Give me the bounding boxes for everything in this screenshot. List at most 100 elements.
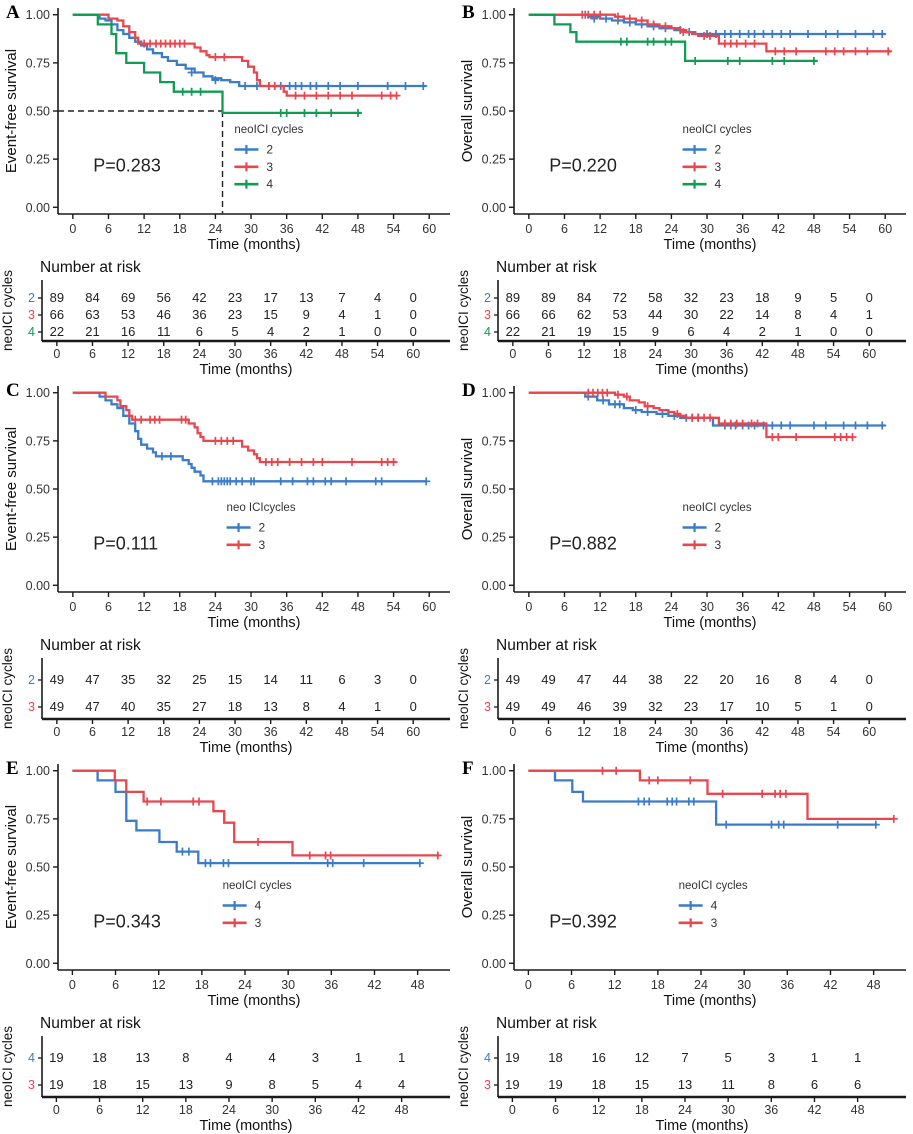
risk-count: 4 <box>723 324 730 339</box>
risk-count: 0 <box>866 672 873 687</box>
risk-count: 19 <box>577 324 591 339</box>
risk-count: 1 <box>866 307 873 322</box>
km-plot-c: 0.00 0.25 0.50 0.75 1.00 0 6 12 18 24 30 36 42 48 54 60… <box>3 386 450 630</box>
x-tick-label: 48 <box>411 978 425 992</box>
x-tick-label: 24 <box>208 600 222 614</box>
x-tick-label: 36 <box>280 222 294 236</box>
risk-x-tick-label: 18 <box>613 347 627 361</box>
risk-count: 0 <box>866 699 873 714</box>
x-tick-label: 60 <box>422 222 436 236</box>
x-tick-label: 42 <box>315 600 329 614</box>
legend-item-label: 2 <box>715 143 722 157</box>
x-tick-label: 60 <box>422 600 436 614</box>
x-tick-label: 48 <box>807 222 821 236</box>
risk-x-axis-title: Time (months) <box>656 740 749 756</box>
y-tick-label: 1.00 <box>482 764 506 778</box>
risk-count: 6 <box>811 1077 818 1092</box>
x-tick-label: 36 <box>736 600 750 614</box>
x-tick-label: 6 <box>561 222 568 236</box>
risk-count: 5 <box>231 324 238 339</box>
y-tick-label: 0.50 <box>482 483 506 497</box>
legend-item-label: 2 <box>266 143 273 157</box>
x-tick-label: 36 <box>780 978 794 992</box>
y-tick-label: 0.00 <box>482 957 506 971</box>
risk-count: 2 <box>303 324 310 339</box>
risk-row-label: 4 <box>484 325 491 339</box>
legend-title: neoICI cycles <box>683 124 752 136</box>
risk-count: 4 <box>225 1050 232 1065</box>
risk-x-tick-label: 30 <box>721 1103 735 1117</box>
risk-y-axis-title: neoICI cycles <box>0 1026 15 1107</box>
p-value-label: P=0.220 <box>549 156 617 176</box>
risk-count: 6 <box>854 1077 861 1092</box>
risk-x-tick-label: 60 <box>862 725 876 739</box>
legend: neo ICIcycles 2 3 <box>226 502 296 552</box>
legend-item-label: 2 <box>259 521 266 535</box>
risk-count: 17 <box>719 699 733 714</box>
risk-count: 0 <box>410 699 417 714</box>
risk-table-title: Number at risk <box>40 1015 141 1032</box>
risk-x-tick-label: 18 <box>157 725 171 739</box>
risk-count: 20 <box>719 672 733 687</box>
x-axis-title: Time (months) <box>208 615 301 630</box>
risk-count: 44 <box>648 307 662 322</box>
p-value-label: P=0.283 <box>93 156 161 176</box>
risk-count: 49 <box>541 699 555 714</box>
x-tick-label: 54 <box>843 222 857 236</box>
risk-x-tick-label: 60 <box>406 347 420 361</box>
risk-x-tick-label: 42 <box>299 725 313 739</box>
risk-count: 5 <box>725 1050 732 1065</box>
x-tick-label: 12 <box>593 222 607 236</box>
km-curve-group-3 <box>72 769 440 857</box>
risk-x-tick-label: 24 <box>678 1103 692 1117</box>
x-tick-label: 18 <box>195 978 209 992</box>
risk-table-title: Number at risk <box>496 259 597 276</box>
risk-count: 4 <box>338 699 345 714</box>
y-tick-label: 0.00 <box>482 201 506 215</box>
x-axis-title: Time (months) <box>208 993 301 1008</box>
risk-row-label: 4 <box>28 1051 35 1065</box>
risk-count: 19 <box>49 1050 63 1065</box>
risk-count: 8 <box>269 1077 276 1092</box>
risk-count: 44 <box>613 672 627 687</box>
panel-f: F 0.00 0.25 0.50 0.75 1.00 0 6 12 18 24 30 36 42 48 Ti… <box>456 756 912 1134</box>
y-axis-title: Overall survival <box>459 816 476 919</box>
risk-x-tick-label: 48 <box>395 1103 409 1117</box>
risk-count: 47 <box>577 672 591 687</box>
x-tick-label: 6 <box>105 600 112 614</box>
risk-count: 13 <box>678 1077 692 1092</box>
risk-count: 39 <box>613 699 627 714</box>
legend-item-label: 3 <box>255 916 262 930</box>
risk-count: 18 <box>591 1077 605 1092</box>
risk-count: 1 <box>854 1050 861 1065</box>
risk-count: 66 <box>541 307 555 322</box>
plot-area-F: 0.00 0.25 0.50 0.75 1.00 0 6 12 18 24 30 36 42 48 Time… <box>459 764 906 1008</box>
x-tick-label: 42 <box>824 978 838 992</box>
km-plot-b: 0.000.250.500.751.000 6 12 18 24 30 36 42 48 54 60… <box>459 8 906 252</box>
risk-count: 13 <box>263 699 277 714</box>
risk-row-label: 3 <box>484 700 491 714</box>
risk-x-tick-label: 48 <box>335 725 349 739</box>
y-tick-label: 0.50 <box>26 483 50 497</box>
risk-row-label: 3 <box>484 1078 491 1092</box>
risk-count: 1 <box>811 1050 818 1065</box>
risk-y-axis-title: neoICI cycles <box>0 648 15 729</box>
risk-x-tick-label: 48 <box>791 347 805 361</box>
km-curve-group-3 <box>528 391 853 439</box>
risk-x-tick-label: 6 <box>89 347 96 361</box>
risk-count: 49 <box>506 672 520 687</box>
risk-count: 8 <box>794 307 801 322</box>
x-tick-label: 36 <box>736 222 750 236</box>
risk-count: 8 <box>182 1050 189 1065</box>
risk-x-tick-label: 12 <box>592 1103 606 1117</box>
risk-count: 15 <box>613 324 627 339</box>
risk-x-tick-label: 0 <box>509 1103 516 1117</box>
risk-count: 8 <box>303 699 310 714</box>
legend: neoICI cycles 2 3 <box>682 502 752 552</box>
x-tick-label: 54 <box>387 222 401 236</box>
